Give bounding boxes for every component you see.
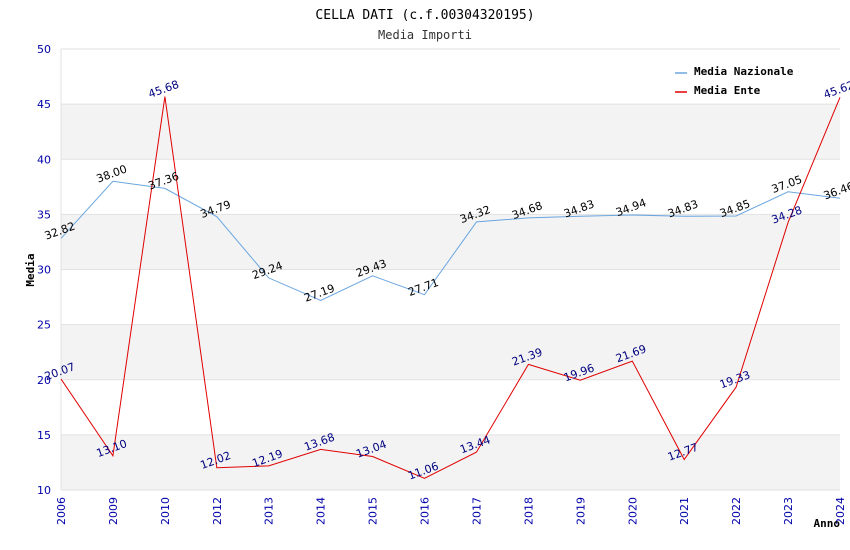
y-tick-label: 20 (37, 374, 51, 387)
legend-box (670, 60, 809, 101)
series-line-media-ente (60, 96, 841, 479)
y-tick-label: 25 (37, 319, 51, 332)
chart-title: CELLA DATI (c.f.00304320195) (315, 8, 534, 23)
data-label-media-ente: 45.68 (147, 78, 181, 101)
data-label-media-ente: 45.62 (822, 79, 850, 102)
legend: Media Nazionale Media Ente (670, 60, 809, 101)
y-tick-label: 40 (37, 153, 51, 166)
x-tick-label: 2018 (522, 497, 535, 525)
data-label-media-nazionale: 36.46 (822, 179, 850, 202)
y-axis-label: Media (24, 253, 37, 286)
y-tick-label: 15 (37, 429, 51, 442)
y-tick-label: 30 (37, 264, 51, 277)
series-line-media-nazionale (60, 180, 841, 302)
x-tick-label: 2013 (263, 497, 276, 525)
x-tick-label: 2024 (834, 497, 847, 525)
grid-band (61, 104, 840, 160)
x-tick-label: 2019 (574, 497, 587, 525)
y-tick-label: 50 (37, 43, 51, 56)
x-tick-label: 2010 (159, 497, 172, 525)
y-axis-ticks: 10 15 20 25 30 35 40 45 50 (37, 43, 51, 497)
grid-lines (60, 48, 840, 491)
y-tick-label: 45 (37, 98, 51, 111)
data-label-media-nazionale: 27.71 (406, 276, 440, 299)
legend-label-media-ente: Media Ente (694, 84, 761, 97)
grid-band (61, 324, 840, 380)
x-tick-label: 2006 (55, 497, 68, 525)
x-tick-label: 2016 (419, 497, 432, 525)
y-tick-label: 35 (37, 208, 51, 221)
x-tick-label: 2015 (367, 497, 380, 525)
data-label-media-nazionale: 37.36 (147, 170, 181, 193)
x-tick-label: 2022 (730, 497, 743, 525)
x-tick-label: 2023 (782, 497, 795, 525)
data-label-media-nazionale: 27.19 (302, 282, 336, 305)
x-tick-label: 2021 (678, 497, 691, 525)
x-tick-label: 2014 (315, 497, 328, 525)
x-axis-ticks: 2006 2009 2010 2012 2013 2014 2015 2016 2017 2018… (55, 497, 847, 525)
x-axis-label: Anno (814, 517, 841, 530)
grid-bands (61, 104, 840, 490)
legend-label-media-nazionale: Media Nazionale (694, 65, 794, 78)
y-tick-label: 10 (37, 484, 51, 497)
x-tick-label: 2017 (470, 497, 483, 525)
chart-subtitle: Media Importi (378, 28, 472, 42)
x-tick-label: 2009 (107, 497, 120, 525)
grid-band (61, 214, 840, 270)
x-tick-label: 2020 (626, 497, 639, 525)
grid-band (61, 434, 840, 490)
x-tick-label: 2012 (211, 497, 224, 525)
series-group (60, 96, 841, 479)
